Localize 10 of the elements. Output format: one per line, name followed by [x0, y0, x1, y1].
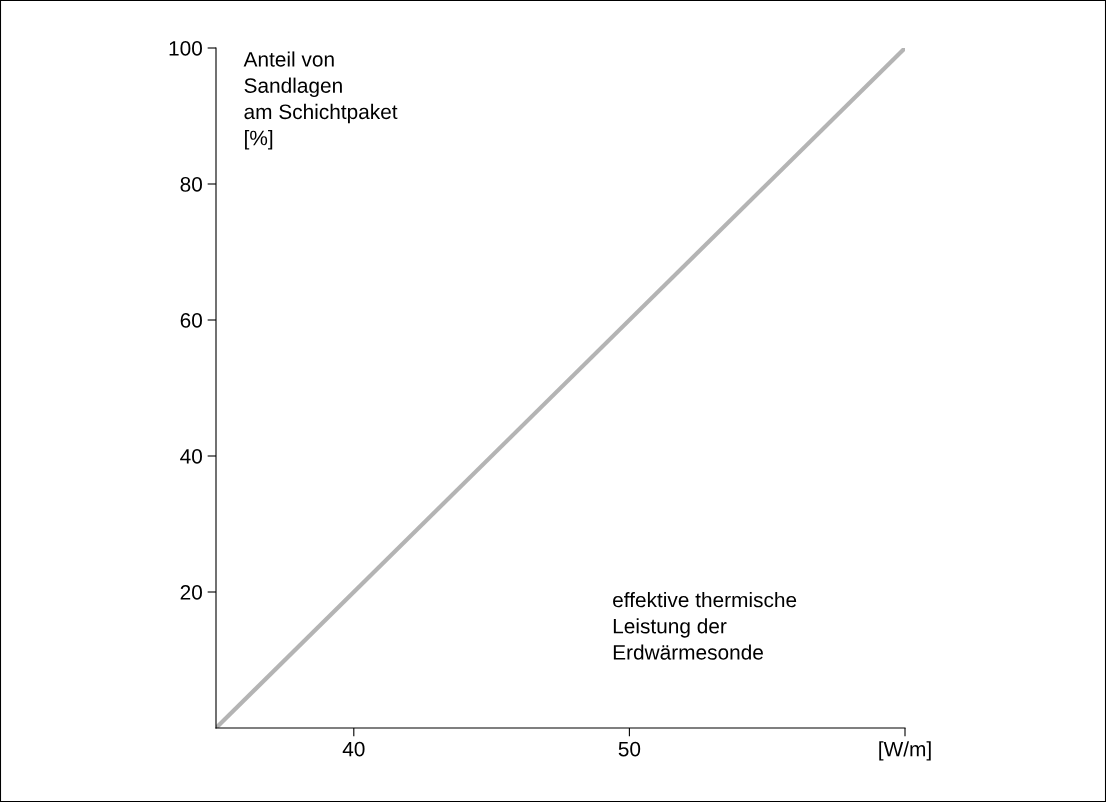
y-tick-label: 60 — [180, 313, 202, 328]
x-tick-label: 40 — [342, 741, 365, 757]
y-tick-label: 80 — [180, 177, 202, 192]
x-tick-label: [W/m] — [879, 741, 931, 761]
y-tick-label: 40 — [180, 449, 202, 464]
x-axis-title: effektive thermische Leistung der Erdwärmesonde — [613, 592, 797, 660]
y-tick-label: 100 — [169, 41, 202, 56]
y-axis-title: Anteil von Sandlagen am Schichtpaket [%] — [243, 51, 398, 150]
y-tick-label: 20 — [180, 585, 202, 600]
x-tick-label: 50 — [618, 741, 641, 757]
